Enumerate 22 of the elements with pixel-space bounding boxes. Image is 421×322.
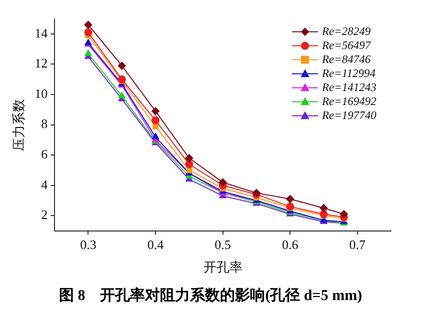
y-tick-label: 2	[41, 207, 48, 222]
legend-label: Re=28249	[321, 26, 371, 38]
x-tick-label: 0.3	[80, 237, 96, 252]
y-tick-label: 10	[34, 86, 48, 101]
y-axis-title: 压力系数	[11, 98, 26, 151]
legend-label: Re=141243	[321, 82, 377, 94]
y-tick-label: 4	[41, 176, 48, 192]
y-tick-label: 14	[34, 25, 48, 40]
legend-label: Re=169492	[321, 96, 377, 108]
y-tick-label: 6	[41, 146, 48, 162]
legend-label: Re=112994	[321, 68, 376, 80]
x-tick-label: 0.7	[349, 237, 366, 252]
legend-label: Re=197740	[321, 110, 377, 122]
legend-label: Re=56497	[321, 40, 372, 52]
y-tick-label: 8	[41, 116, 48, 132]
text: 图 8 开孔率对阻力系数的影响(孔径 d=5 mm)	[58, 286, 364, 305]
x-tick-label: 0.4	[147, 237, 164, 252]
x-tick-label: 0.5	[214, 237, 231, 252]
x-tick-label: 0.6	[282, 237, 299, 252]
legend-label: Re=84746	[321, 54, 371, 66]
x-axis-title: 开孔率	[203, 260, 242, 275]
y-tick-label: 12	[34, 56, 48, 71]
